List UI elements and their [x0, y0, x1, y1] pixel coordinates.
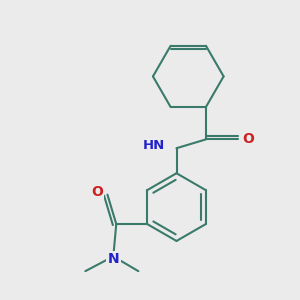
Text: O: O: [243, 132, 255, 146]
Text: N: N: [107, 252, 119, 266]
Text: HN: HN: [142, 139, 165, 152]
Text: O: O: [91, 184, 103, 199]
